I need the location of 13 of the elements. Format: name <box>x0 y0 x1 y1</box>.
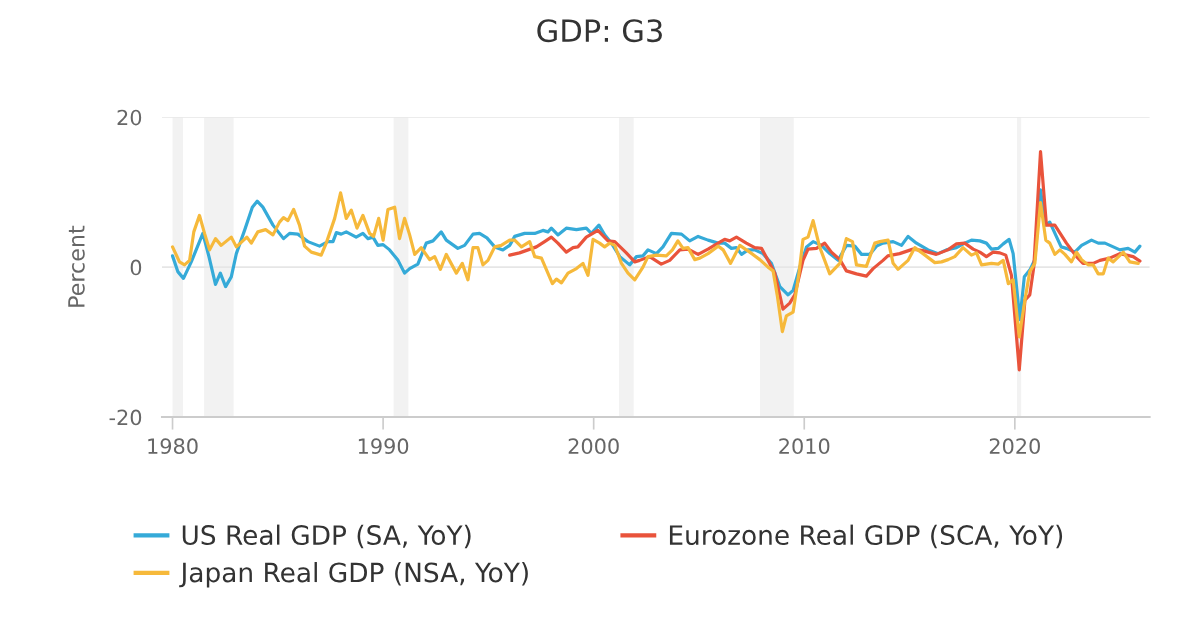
x-tick-label: 1980 <box>148 438 198 455</box>
x-tick-label: 2010 <box>779 438 830 455</box>
x-tick-label: 2020 <box>989 438 1040 455</box>
y-tick-label: -20 <box>109 409 142 426</box>
legend-label: Eurozone Real GDP (SCA, YoY) <box>669 524 1063 549</box>
legend-label: US Real GDP (SA, YoY) <box>182 524 471 549</box>
y-axis-title: Percent <box>68 225 85 307</box>
x-tick-label: 1990 <box>358 438 409 455</box>
legend-label: Japan Real GDP (NSA, YoY) <box>179 562 528 588</box>
x-tick-label: 2000 <box>568 438 619 455</box>
y-tick-label: 0 <box>130 259 142 276</box>
y-tick-label: 20 <box>117 109 142 126</box>
chart-title: GDP: G3 <box>537 19 662 43</box>
